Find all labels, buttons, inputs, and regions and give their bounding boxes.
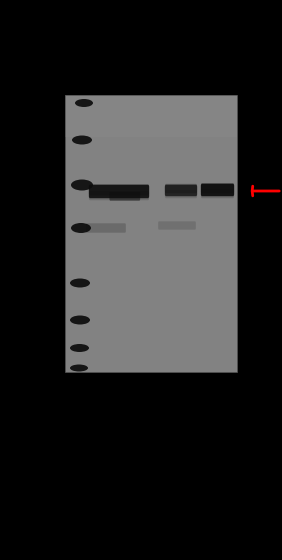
FancyBboxPatch shape [158,221,196,230]
Ellipse shape [70,365,88,371]
FancyBboxPatch shape [109,192,140,200]
Bar [65,95,237,372]
Ellipse shape [75,99,93,107]
Ellipse shape [71,223,91,233]
Ellipse shape [70,315,90,324]
FancyBboxPatch shape [201,183,234,193]
Ellipse shape [72,136,92,144]
Ellipse shape [71,180,93,190]
FancyBboxPatch shape [89,192,149,200]
FancyBboxPatch shape [165,185,197,196]
Ellipse shape [70,344,89,352]
Ellipse shape [70,278,90,287]
FancyBboxPatch shape [165,184,197,193]
FancyBboxPatch shape [201,190,234,198]
FancyBboxPatch shape [89,185,149,198]
FancyBboxPatch shape [165,190,197,198]
Bar [65,95,237,137]
FancyBboxPatch shape [89,184,149,195]
FancyBboxPatch shape [86,223,126,233]
FancyBboxPatch shape [201,184,234,196]
